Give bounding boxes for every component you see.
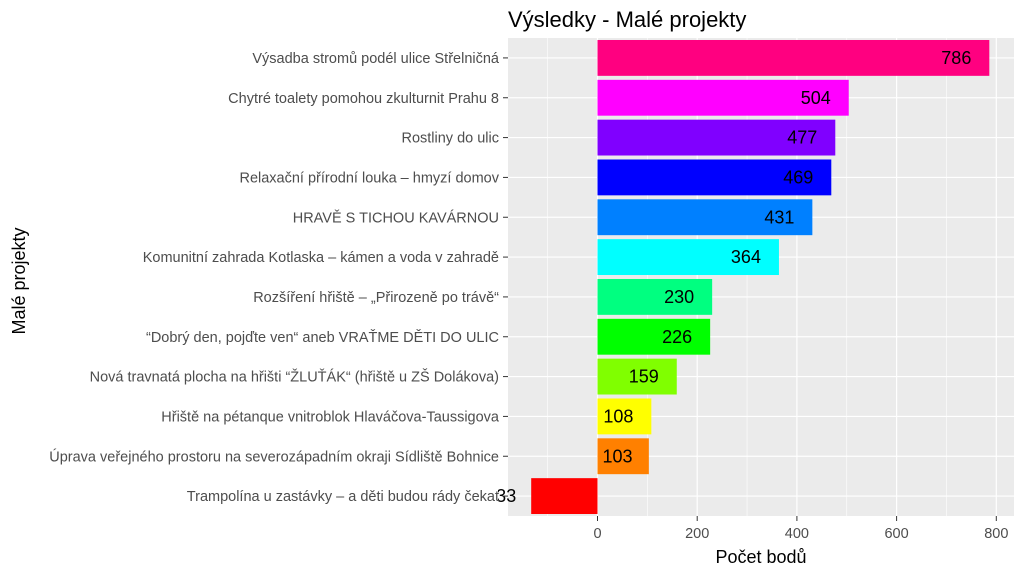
x-tick-label: 600 (884, 526, 908, 542)
bar (531, 478, 598, 515)
data-label: 226 (662, 327, 692, 347)
category-label: Rozšíření hřiště – „Přirozeně po trávě“ (253, 290, 499, 306)
category-label: HRAVĚ S TICHOU KAVÁRNOU (293, 209, 499, 226)
bar (597, 199, 813, 236)
chart-title: Výsledky - Malé projekty (508, 7, 746, 32)
plot-panel (508, 38, 1014, 516)
data-label: 431 (764, 207, 794, 227)
x-tick-label: 0 (593, 526, 601, 542)
bar (597, 438, 649, 475)
bar (597, 119, 836, 156)
category-label: Relaxační přírodní louka – hmyzí domov (239, 170, 499, 186)
bar (597, 239, 779, 276)
category-label: Hřiště na pétanque vnitroblok Hlaváčova-… (161, 409, 500, 425)
category-label: Komunitní zahrada Kotlaska – kámen a vod… (143, 250, 499, 266)
bar (597, 358, 677, 395)
x-tick-label: 800 (984, 526, 1008, 542)
data-label: 364 (731, 247, 761, 267)
data-label: 230 (664, 287, 694, 307)
category-label: Rostliny do ulic (401, 131, 499, 147)
y-axis-title: Malé projekty (9, 227, 29, 334)
category-label: “Dobrý den, pojďte ven“ aneb VRAŤME DĚTI… (146, 329, 499, 346)
data-label: 103 (602, 446, 632, 466)
bar (597, 159, 832, 196)
data-label: 504 (801, 88, 831, 108)
x-tick-label: 400 (785, 526, 809, 542)
category-label: Nová travnatá plocha na hřišti “ŽLUŤÁK“ … (90, 369, 499, 386)
data-label: 159 (629, 367, 659, 387)
category-label: Úprava veřejného prostoru na severozápad… (49, 448, 499, 465)
bar (597, 398, 652, 435)
x-axis-title: Počet bodů (715, 547, 806, 567)
data-label: 108 (603, 406, 633, 426)
data-label: 469 (783, 167, 813, 187)
bar (597, 278, 713, 315)
bar (597, 79, 849, 116)
data-label: 786 (941, 48, 971, 68)
data-label: 477 (787, 128, 817, 148)
category-label: Trampolína u zastávky – a děti budou rád… (187, 489, 499, 505)
x-axis-ticks: 0 200 400 600 800 (593, 516, 1008, 542)
bar (597, 318, 711, 355)
category-label: Výsadba stromů podél ulice Střelničná (252, 51, 500, 67)
category-label: Chytré toalety pomohou zkulturnit Prahu … (228, 91, 499, 107)
bar (597, 39, 990, 76)
x-tick-label: 200 (685, 526, 709, 542)
category-labels: Výsadba stromů podél ulice Střelničná Chy… (49, 51, 508, 505)
